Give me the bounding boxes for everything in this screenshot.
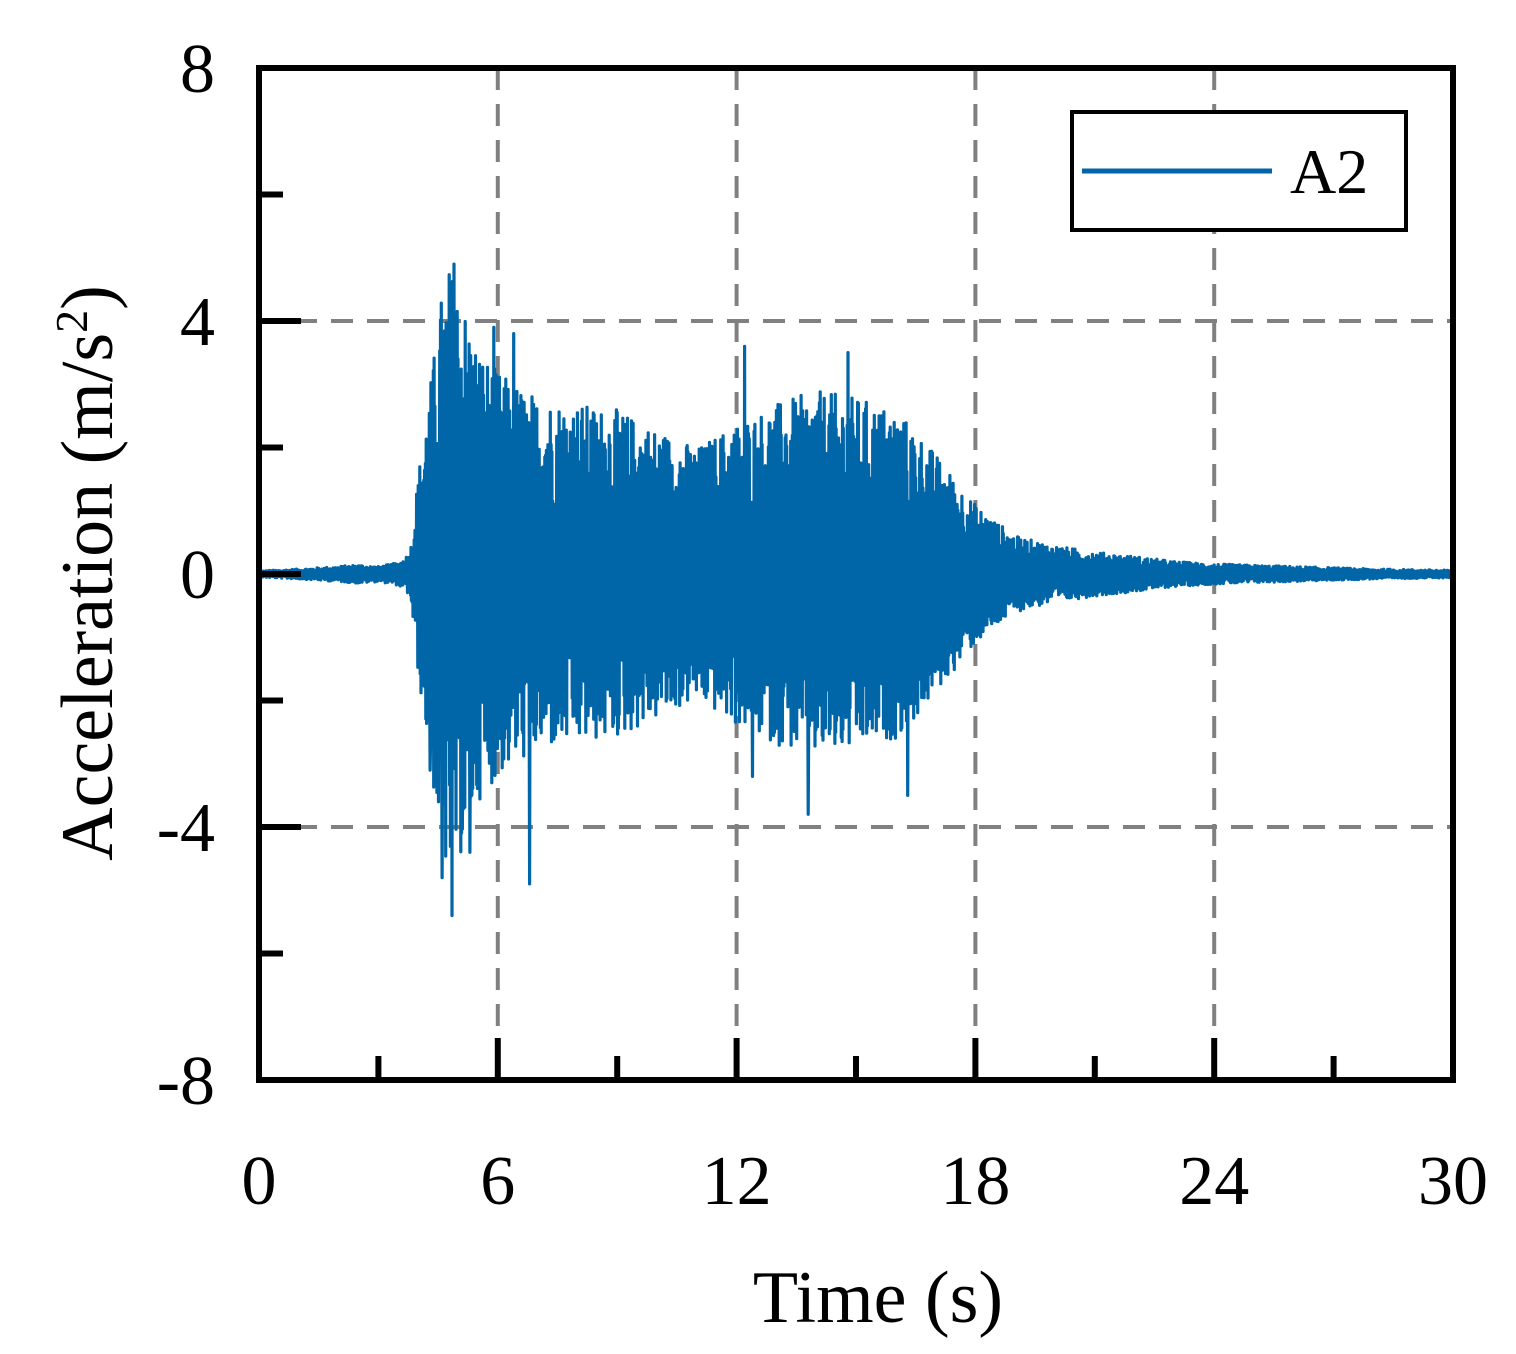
y-axis-title-superscript: 2 <box>46 310 97 333</box>
x-tick-label: 6 <box>480 1143 515 1220</box>
x-tick-label: 30 <box>1418 1143 1488 1220</box>
series-a2 <box>257 262 1455 918</box>
y-tick-label: -4 <box>157 790 215 867</box>
plot-frame <box>256 65 1456 1083</box>
y-axis-title: Acceleration (m/s2) <box>46 285 130 861</box>
x-tick-label: 12 <box>702 1143 772 1220</box>
x-tick-label: 18 <box>940 1143 1010 1220</box>
legend-label: A2 <box>1290 136 1368 207</box>
y-tick-label: 4 <box>180 284 215 361</box>
legend: A2 <box>1070 110 1408 232</box>
x-axis-title: Time (s) <box>753 1257 1003 1339</box>
y-tick-label: 8 <box>180 31 215 108</box>
y-axis-title-text: Acceleration (m/s <box>47 333 129 861</box>
y-tick-label: -8 <box>157 1043 215 1120</box>
y-axis-title-close: ) <box>47 285 129 310</box>
series-line-a2 <box>257 262 1455 918</box>
y-tick-label: 0 <box>180 537 215 614</box>
axis-ticks <box>256 65 1456 1083</box>
x-tick-label: 24 <box>1179 1143 1249 1220</box>
x-tick-label: 0 <box>242 1143 277 1220</box>
tick-labels: 0 6 12 18 24 30 -8 -4 0 4 8 <box>157 31 1488 1220</box>
